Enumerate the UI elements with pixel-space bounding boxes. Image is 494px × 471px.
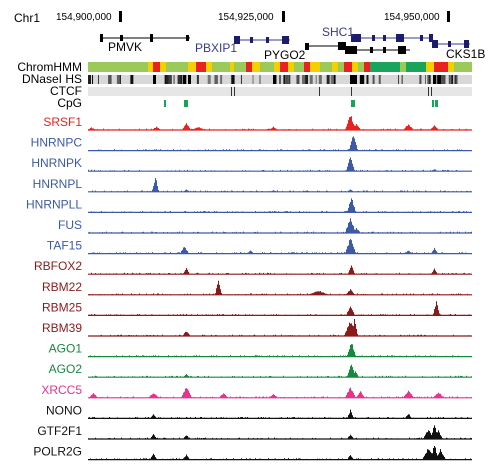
gene-track: PMVK PBXIP1 PYGO2 [100,25,485,62]
track-label-nono: NONO [46,403,82,417]
signal-track-srsf1 [88,116,472,131]
chromhmm-track [88,62,472,72]
gene-label: PBXIP1 [195,41,237,55]
signal-profile [89,301,470,316]
signal-track-rbm25 [88,301,472,316]
signal-profile [92,177,471,192]
signal-profile [93,136,471,151]
signal-track-hnrnpl [88,177,472,193]
track-label-hnrnpl: HNRNPL [33,177,83,191]
coordinate-ruler: Chr1 154,900,000 154,925,000 154,950,000 [14,11,450,25]
track-label-taf15: TAF15 [47,239,82,253]
annotation-track-labels: ChromHMM DNaseI HS CTCF CpG [17,60,82,110]
signal-profile [88,116,471,130]
signal-profile [89,280,472,295]
signal-profile [89,218,472,233]
track-label-ago1: AGO1 [49,342,83,356]
track-label-rbfox2: RBFOX2 [34,259,82,273]
gene-label: PYGO2 [264,48,306,62]
track-label-ctcf: CTCF [50,84,82,98]
signal-track-xrcc5 [88,387,472,399]
track-label-dnasei: DNaseI HS [22,72,82,86]
track-label-hnrnpll: HNRNPLL [26,197,82,211]
signal-profile [91,265,471,275]
gene-model-pygo2[interactable]: PYGO2 [264,42,346,62]
signal-profile [88,157,471,172]
signal-track-hnrnpk [88,157,472,172]
signal-track-labels: SRSF1 HNRNPC HNRNPK HNRNPL HNRNPLL FUS TAF15 RB… [26,115,82,459]
track-label-polr2g: POLR2G [33,445,82,459]
signal-track-polr2g [88,445,472,461]
signal-track-hnrnpll [88,198,472,213]
track-label-srsf1: SRSF1 [43,115,82,129]
coord-label: 154,900,000 [56,12,112,23]
gene-model-shc1[interactable]: SHC1 [322,25,433,54]
track-label-rbm39: RBM39 [42,321,82,335]
gene-model-pmvk[interactable]: PMVK [100,34,190,54]
signal-track-fus [88,218,472,234]
signal-profile [92,239,472,254]
track-label-rbm25: RBM25 [42,300,82,314]
signal-track-hnrnpc [88,136,472,152]
gene-model-cks1b[interactable]: CKS1B [432,40,485,61]
signal-profile [89,445,471,460]
gene-label: CKS1B [446,47,485,61]
track-label-gtf2f1: GTF2F1 [37,424,82,438]
signal-profile [89,387,472,398]
signal-track-rbfox2 [88,265,472,275]
track-label-chromhmm: ChromHMM [17,60,82,74]
track-label-ago2: AGO2 [49,362,83,376]
gene-model-pbxip1[interactable]: PBXIP1 [195,36,290,55]
signal-profile [92,364,472,378]
coord-label: 154,925,000 [218,12,274,23]
track-label-hnrnpk: HNRNPK [31,156,82,170]
coord-tick [447,11,450,22]
track-label-rbm22: RBM22 [42,280,82,294]
coord-tick [282,11,285,22]
signal-track-ago1 [88,344,472,358]
gene-label: SHC1 [322,25,354,39]
signal-tracks [88,116,472,461]
signal-profile [96,319,472,336]
chromosome-label: Chr1 [14,11,40,25]
track-label-xrcc5: XRCC5 [41,383,82,397]
coord-tick [119,11,122,22]
signal-track-rbm39 [88,319,472,337]
track-label-fus: FUS [58,218,82,232]
track-label-cpg: CpG [57,96,82,110]
cpg-track [164,100,438,107]
signal-track-taf15 [88,239,472,255]
ctcf-track [88,87,472,96]
signal-track-gtf2f1 [88,425,472,440]
signal-profile [88,409,472,419]
signal-track-ago2 [88,364,472,378]
coord-label: 154,950,000 [384,12,440,23]
gene-label: PMVK [108,40,142,54]
signal-profile [88,425,472,439]
dnasei-track [88,75,472,84]
signal-profile [90,198,471,213]
signal-track-rbm22 [88,280,472,296]
track-label-hnrnpc: HNRNPC [31,136,83,150]
signal-track-nono [88,409,472,419]
signal-profile [88,344,472,357]
